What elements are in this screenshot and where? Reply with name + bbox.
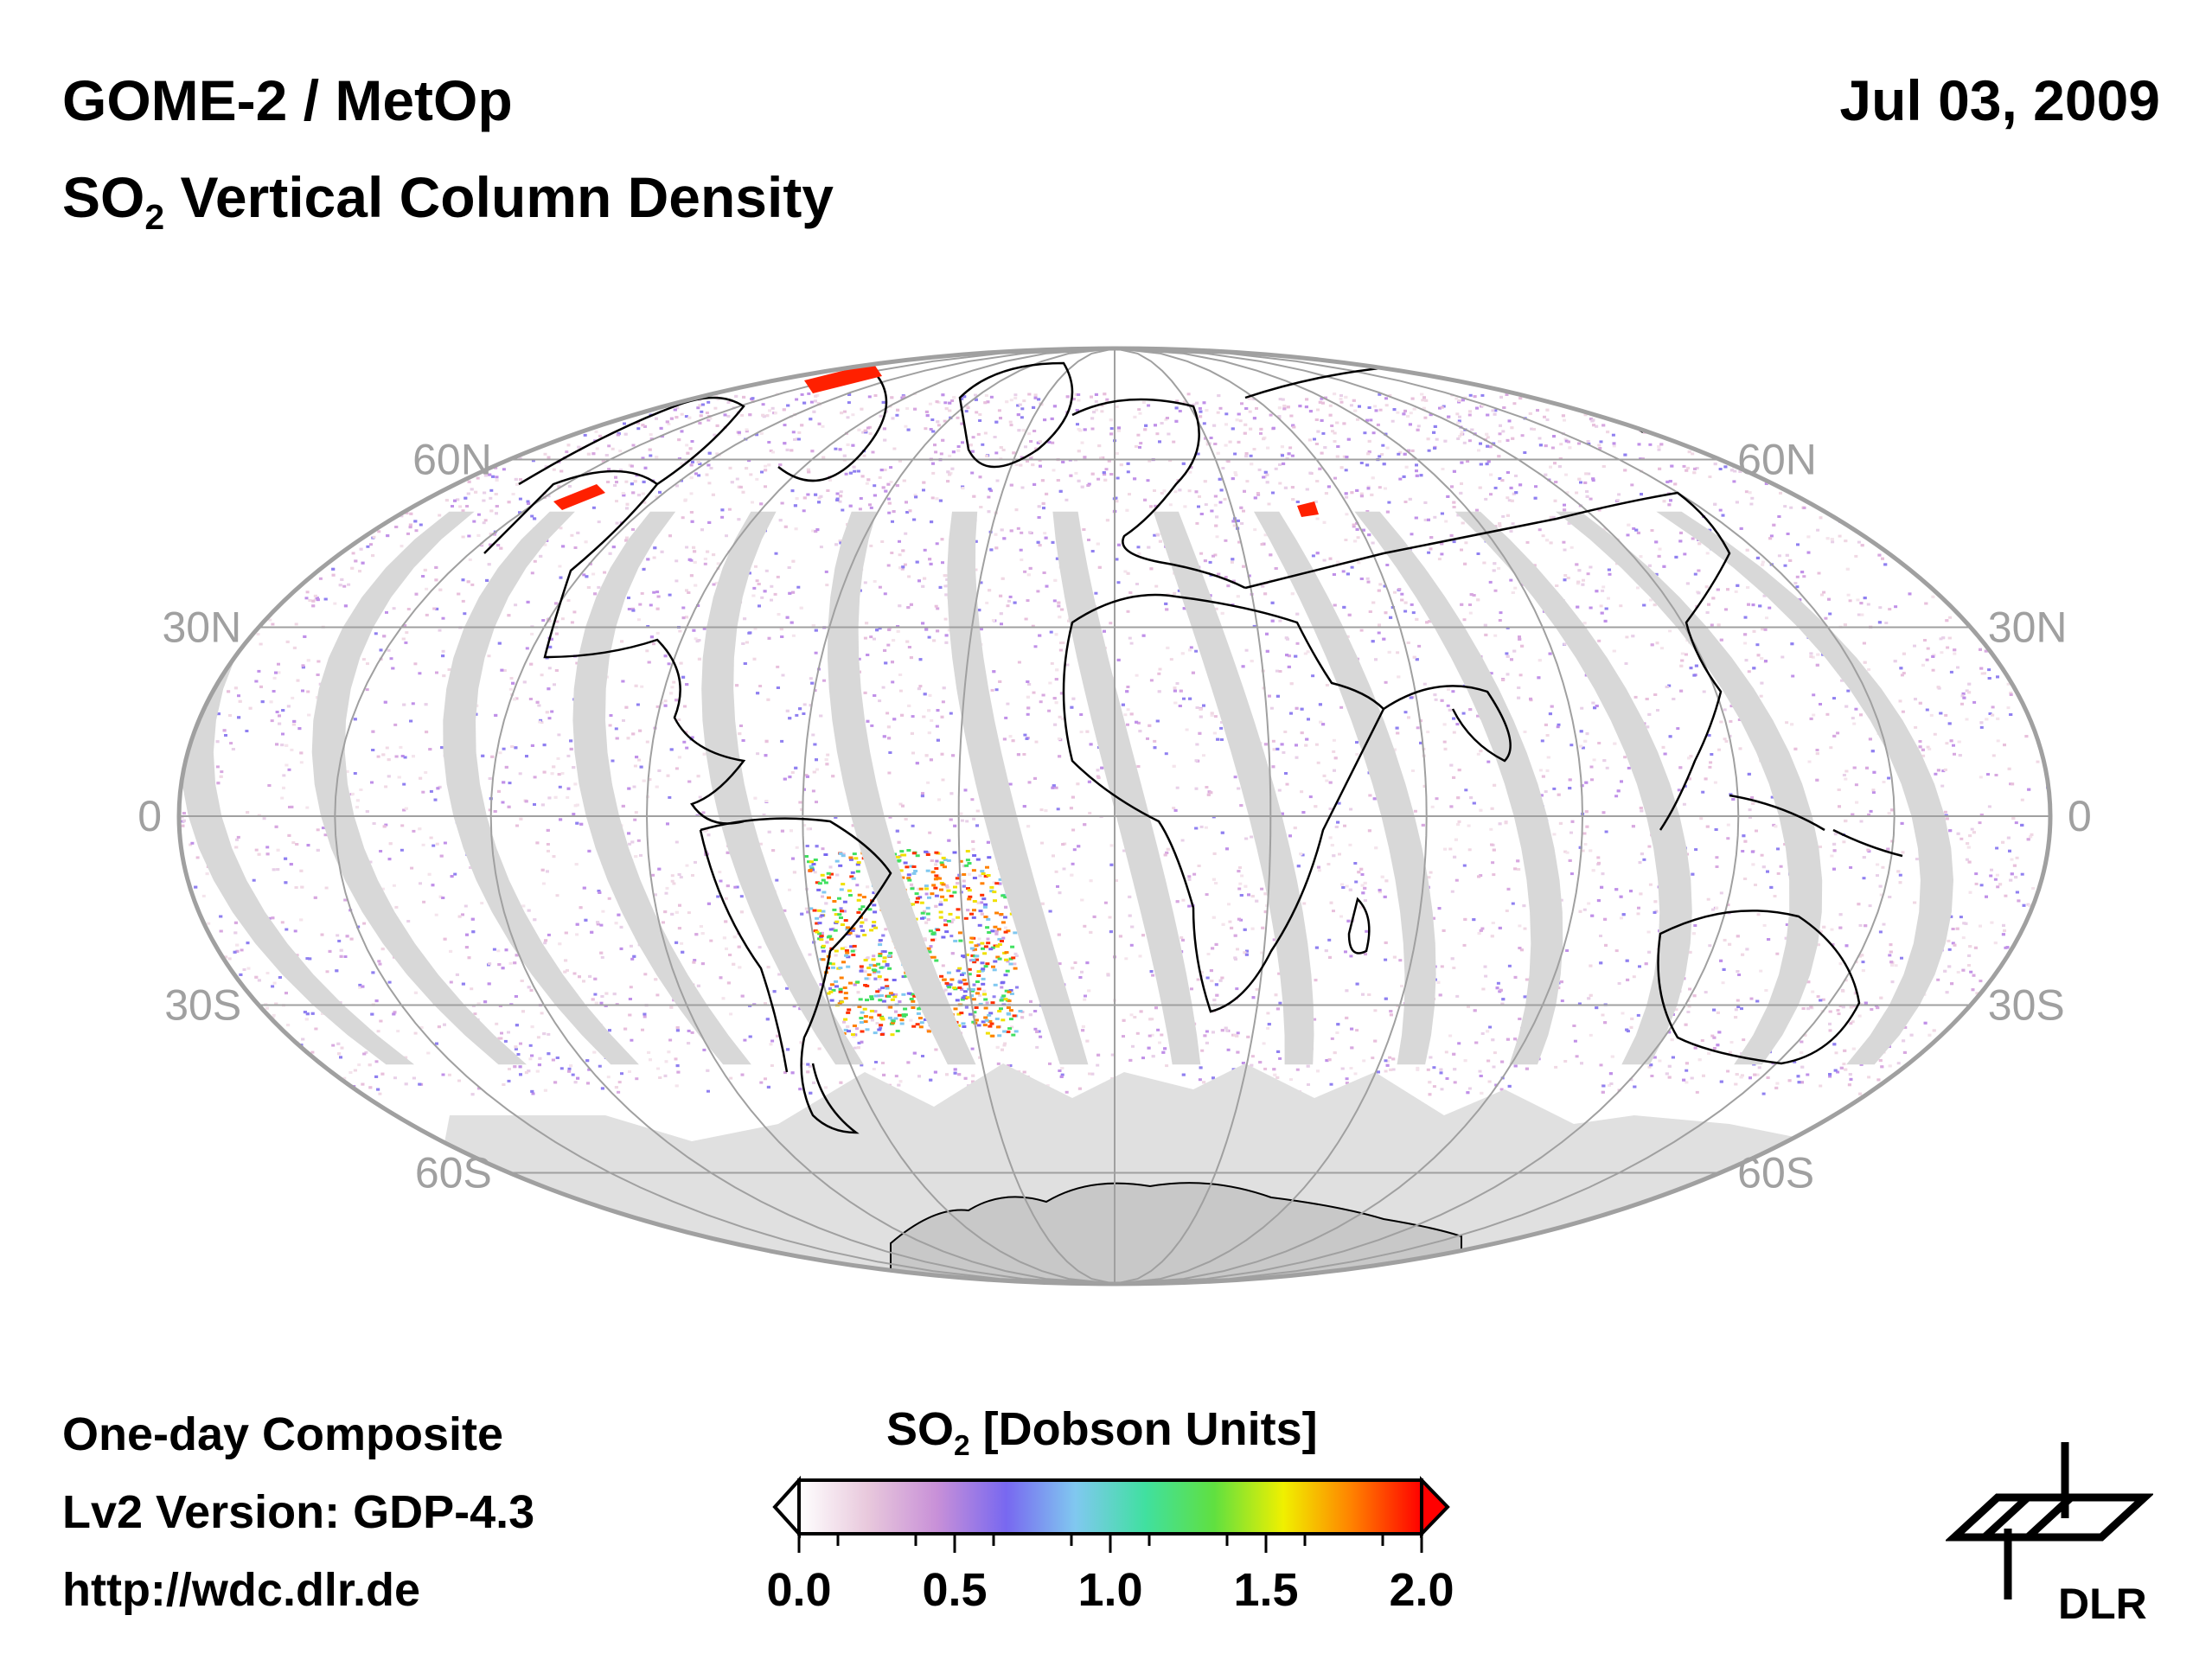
globe-outline <box>176 346 2053 1286</box>
lat-label-right: 60S <box>1737 1148 1814 1197</box>
antarctica-landmass <box>890 1182 1462 1284</box>
lat-label-left: 30N <box>162 603 241 651</box>
dlr-logo-icon: DLR <box>1946 1442 2153 1625</box>
date-label: Jul 03, 2009 <box>1839 68 2160 132</box>
orbit-gap-swath <box>1354 511 1563 1065</box>
colorbar-tick-label: 2.0 <box>1389 1564 1454 1616</box>
colorbar-ticks <box>797 1534 1423 1553</box>
lat-label-left: 60S <box>415 1148 492 1197</box>
source-url[interactable]: http://wdc.dlr.de <box>62 1564 420 1616</box>
meridian-line <box>1114 348 1740 1284</box>
lat-label-left: 60N <box>412 436 492 484</box>
lat-label-right: 0 <box>2068 792 2092 840</box>
meridian-line <box>1114 348 1896 1284</box>
lat-label-right: 60N <box>1737 436 1817 484</box>
version-label: Lv2 Version: GDP-4.3 <box>62 1486 535 1538</box>
orbit-gap-swaths <box>180 511 1953 1065</box>
lat-label-right: 30N <box>1988 603 2068 651</box>
colorbar-tick-label: 0.5 <box>922 1564 988 1616</box>
latitude-labels: 60N 60N 30N 30N 0 0 30S 30S 60S 60S <box>137 436 2092 1197</box>
orbit-gap-swath <box>828 511 976 1065</box>
colorbar-gradient <box>797 1478 1423 1536</box>
meridian-line <box>802 348 1116 1284</box>
polar-high-so2-patch <box>804 363 882 393</box>
orbit-gap-swath <box>947 511 1089 1065</box>
orbit-gap-swath <box>443 511 639 1065</box>
orbit-gap-swath <box>1254 511 1436 1065</box>
kamchatka-so2-patch <box>1297 501 1319 517</box>
coastlines <box>483 354 1903 1134</box>
orbit-gap-swath <box>1556 511 1823 1065</box>
meridian-line <box>1114 348 1584 1284</box>
lat-label-right: 30S <box>1988 981 2065 1030</box>
instrument-title: GOME-2 / MetOp <box>62 68 513 132</box>
orbit-gap-swath <box>701 511 864 1065</box>
orbit-gap-swath <box>1153 511 1314 1065</box>
orbit-gap-swath <box>311 511 527 1065</box>
colorbar-over-arrow <box>1420 1476 1450 1538</box>
meridian-line <box>489 348 1116 1284</box>
composite-label: One-day Composite <box>62 1408 504 1460</box>
orbit-gap-swath <box>1454 511 1692 1065</box>
colorbar-under-arrow <box>772 1475 801 1539</box>
colorbar-tick-label: 0.0 <box>766 1564 832 1616</box>
colorbar-title: SO2 [Dobson Units] <box>886 1403 1318 1462</box>
lat-label-left: 0 <box>137 792 162 840</box>
colorbar-tick-label: 1.0 <box>1077 1564 1143 1616</box>
orbit-gap-swath <box>572 511 751 1065</box>
arctic-so2-patch <box>553 484 605 510</box>
product-title: SO2 Vertical Column Density <box>62 165 834 238</box>
meridian-line <box>645 348 1116 1284</box>
meridian-line <box>334 348 1116 1284</box>
meridian-line <box>957 348 1116 1284</box>
orbit-gap-swath <box>1656 511 1953 1065</box>
meridian-line <box>1114 348 1428 1284</box>
lat-label-left: 30S <box>164 981 241 1030</box>
colorbar-tick-label: 1.5 <box>1233 1564 1299 1616</box>
orbit-gap-swath <box>1052 511 1201 1065</box>
meridian-line <box>1114 348 1272 1284</box>
